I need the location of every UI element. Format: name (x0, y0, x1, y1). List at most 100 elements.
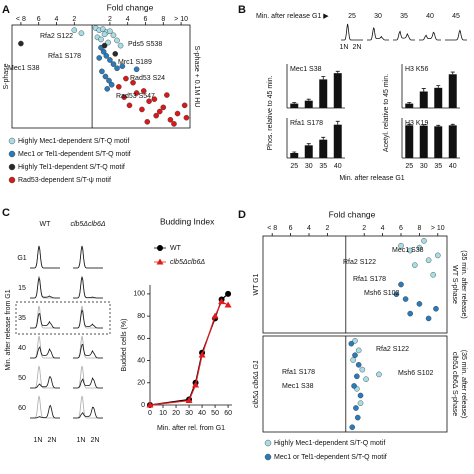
legend-marker (8, 137, 16, 145)
point (116, 84, 122, 90)
row-label: 50 (18, 375, 26, 382)
profile-curve (30, 245, 60, 269)
reference-curve (73, 275, 103, 299)
y-axis-label: Acetyl. relative to 45 min. (383, 74, 390, 152)
point (425, 257, 432, 264)
profile-time: 45 (452, 13, 460, 20)
profile-curve (30, 404, 60, 419)
bar (419, 125, 428, 158)
subplot-title: Mec1 S38 (290, 66, 322, 73)
plot-frame (11, 24, 191, 129)
error-bar (335, 70, 340, 74)
x-tick-label: 4 (307, 225, 311, 232)
panel-letter: D (238, 209, 246, 221)
bar (405, 125, 414, 158)
legend-label: Mec1 or Tel1-dependent S/T-Q motif (274, 454, 387, 461)
annotation: Msh6 S102 (364, 290, 400, 297)
point (130, 79, 136, 86)
legend-label: Highly Mec1-dependent S/T-Q motif (18, 138, 129, 145)
error-bar (306, 143, 311, 146)
error-bar (436, 85, 441, 88)
subplot-title: H3 K56 (405, 66, 428, 73)
legend-marker (8, 150, 16, 158)
y-axis-label: Budded cells (%) (121, 319, 128, 372)
subplot-title: H3 K19 (405, 120, 428, 127)
x-tick-label: 50 (211, 410, 219, 417)
point (167, 116, 174, 123)
legend-label: Highly Mec1-dependent S/T-Q motif (274, 440, 385, 447)
point (110, 61, 117, 67)
point (198, 351, 206, 358)
annotation: Rfa2 S122 (376, 346, 409, 353)
x-tick-label: 25 (290, 163, 298, 170)
point (71, 27, 78, 33)
x-tick-label: 30 (420, 163, 428, 170)
x-tick-label: < 8 (267, 225, 277, 232)
x-tick-label: 30 (185, 410, 193, 417)
point (349, 424, 356, 431)
row-label: 40 (18, 345, 26, 352)
panel-letter: C (2, 207, 10, 219)
x-tick-label: 60 (224, 410, 232, 417)
x-tick-label: 6 (289, 225, 293, 232)
point (117, 42, 124, 49)
point (416, 301, 423, 307)
point (160, 104, 167, 111)
point (402, 296, 409, 302)
reference-curve (30, 395, 60, 419)
reference-curve (73, 245, 103, 269)
row-label: G1 (17, 255, 26, 262)
reference-curve (30, 275, 60, 299)
point (146, 98, 152, 105)
point (355, 361, 362, 368)
x-tick-label: 2 (72, 16, 76, 23)
point (353, 405, 359, 411)
point (224, 301, 232, 308)
x-tick-label: 35 (434, 163, 442, 170)
error-bar (321, 76, 326, 80)
point (351, 383, 357, 389)
point (126, 102, 133, 109)
annotation: Msh6 S102 (398, 370, 434, 377)
error-bar (450, 71, 455, 75)
point (430, 271, 437, 278)
x-tick-label: 20 (172, 410, 180, 417)
point (398, 281, 404, 288)
profile-label: Min. after release G1 ▶ (256, 13, 329, 20)
y-tick-label: 40 (137, 357, 145, 364)
point (183, 114, 190, 121)
point (101, 42, 108, 49)
bar (405, 103, 414, 108)
point (357, 400, 364, 407)
point (139, 106, 145, 113)
point (393, 291, 400, 298)
legend-marker (156, 258, 164, 265)
profile-curve (30, 276, 60, 299)
y-label-right: clb5Δ clb6Δ S-phase (451, 352, 458, 416)
point (407, 247, 414, 254)
reference-curve (73, 305, 103, 329)
chart-title: Budding Index (160, 216, 215, 226)
x-tick-label: 40 (334, 163, 342, 170)
reference-curve (30, 365, 60, 389)
legend-label: Rad53-dependent S/T-ψ motif (18, 177, 111, 184)
point (96, 55, 103, 61)
point (133, 90, 140, 96)
point (359, 366, 366, 373)
point (416, 244, 423, 251)
point (98, 36, 104, 43)
x-tick-label: 4 (126, 16, 130, 23)
point (123, 75, 129, 82)
legend-label: Highly Tel1-dependent S/T-Q motif (18, 164, 125, 171)
bar (319, 79, 328, 108)
chart-title: Fold change (107, 2, 154, 12)
x-tick-label: 35 (319, 163, 327, 170)
series-line (149, 293, 229, 406)
point (181, 102, 188, 109)
annotation: Rfa2 S122 (40, 33, 73, 40)
point (99, 26, 106, 32)
point (156, 108, 163, 115)
point (114, 65, 120, 72)
profile-axis-label: 2N (353, 44, 362, 51)
